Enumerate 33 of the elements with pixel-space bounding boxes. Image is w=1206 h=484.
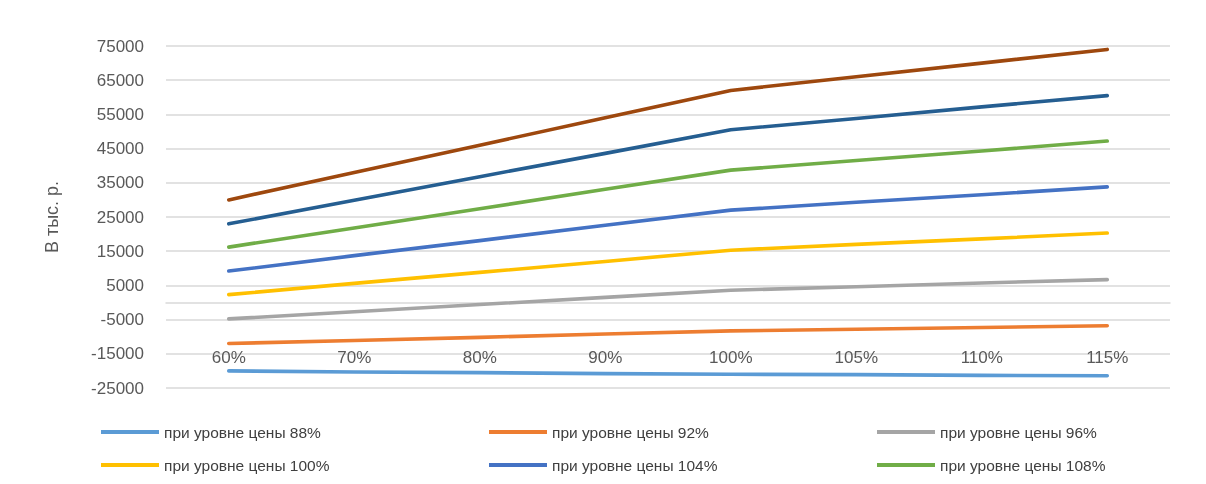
y-tick-label: 15000 <box>96 241 144 261</box>
y-tick-label: -5000 <box>100 310 144 330</box>
x-tick-label: 100% <box>709 347 753 367</box>
y-tick-label: -25000 <box>91 378 144 398</box>
x-tick-label: 60% <box>211 347 246 367</box>
line-series <box>226 185 1110 273</box>
x-tick-label: 110% <box>960 347 1003 367</box>
legend-label: при уровне цены 104% <box>552 456 718 474</box>
line-series <box>226 323 1110 346</box>
x-tick-label: 115% <box>1086 347 1129 367</box>
x-tick-label: 80% <box>462 347 497 367</box>
x-tick-label: 90% <box>588 347 623 367</box>
y-tick-label: 5000 <box>106 275 144 295</box>
y-tick-label: -15000 <box>91 344 144 364</box>
y-tick-label: 25000 <box>96 207 144 227</box>
legend-label: при уровне цены 100% <box>164 456 330 474</box>
y-tick-label: 75000 <box>96 36 144 56</box>
y-tick-label: 65000 <box>96 70 144 90</box>
y-axis-title: В тыс. р. <box>42 180 62 254</box>
line-series <box>226 277 1110 321</box>
legend-label: при уровне цены 88% <box>164 423 322 441</box>
line-series <box>226 93 1110 226</box>
y-tick-label: 35000 <box>96 173 144 193</box>
legend-label: при уровне цены 108% <box>940 456 1106 474</box>
y-tick-label: 45000 <box>96 139 144 159</box>
y-tick-label: 55000 <box>96 104 144 124</box>
legend-label: при уровне цены 96% <box>940 423 1098 441</box>
line-series <box>226 231 1110 297</box>
line-series <box>226 139 1110 249</box>
line-series <box>226 47 1110 202</box>
x-tick-label: 105% <box>834 347 878 367</box>
x-tick-label: 70% <box>337 347 372 367</box>
legend-label: при уровне цены 92% <box>552 423 710 441</box>
